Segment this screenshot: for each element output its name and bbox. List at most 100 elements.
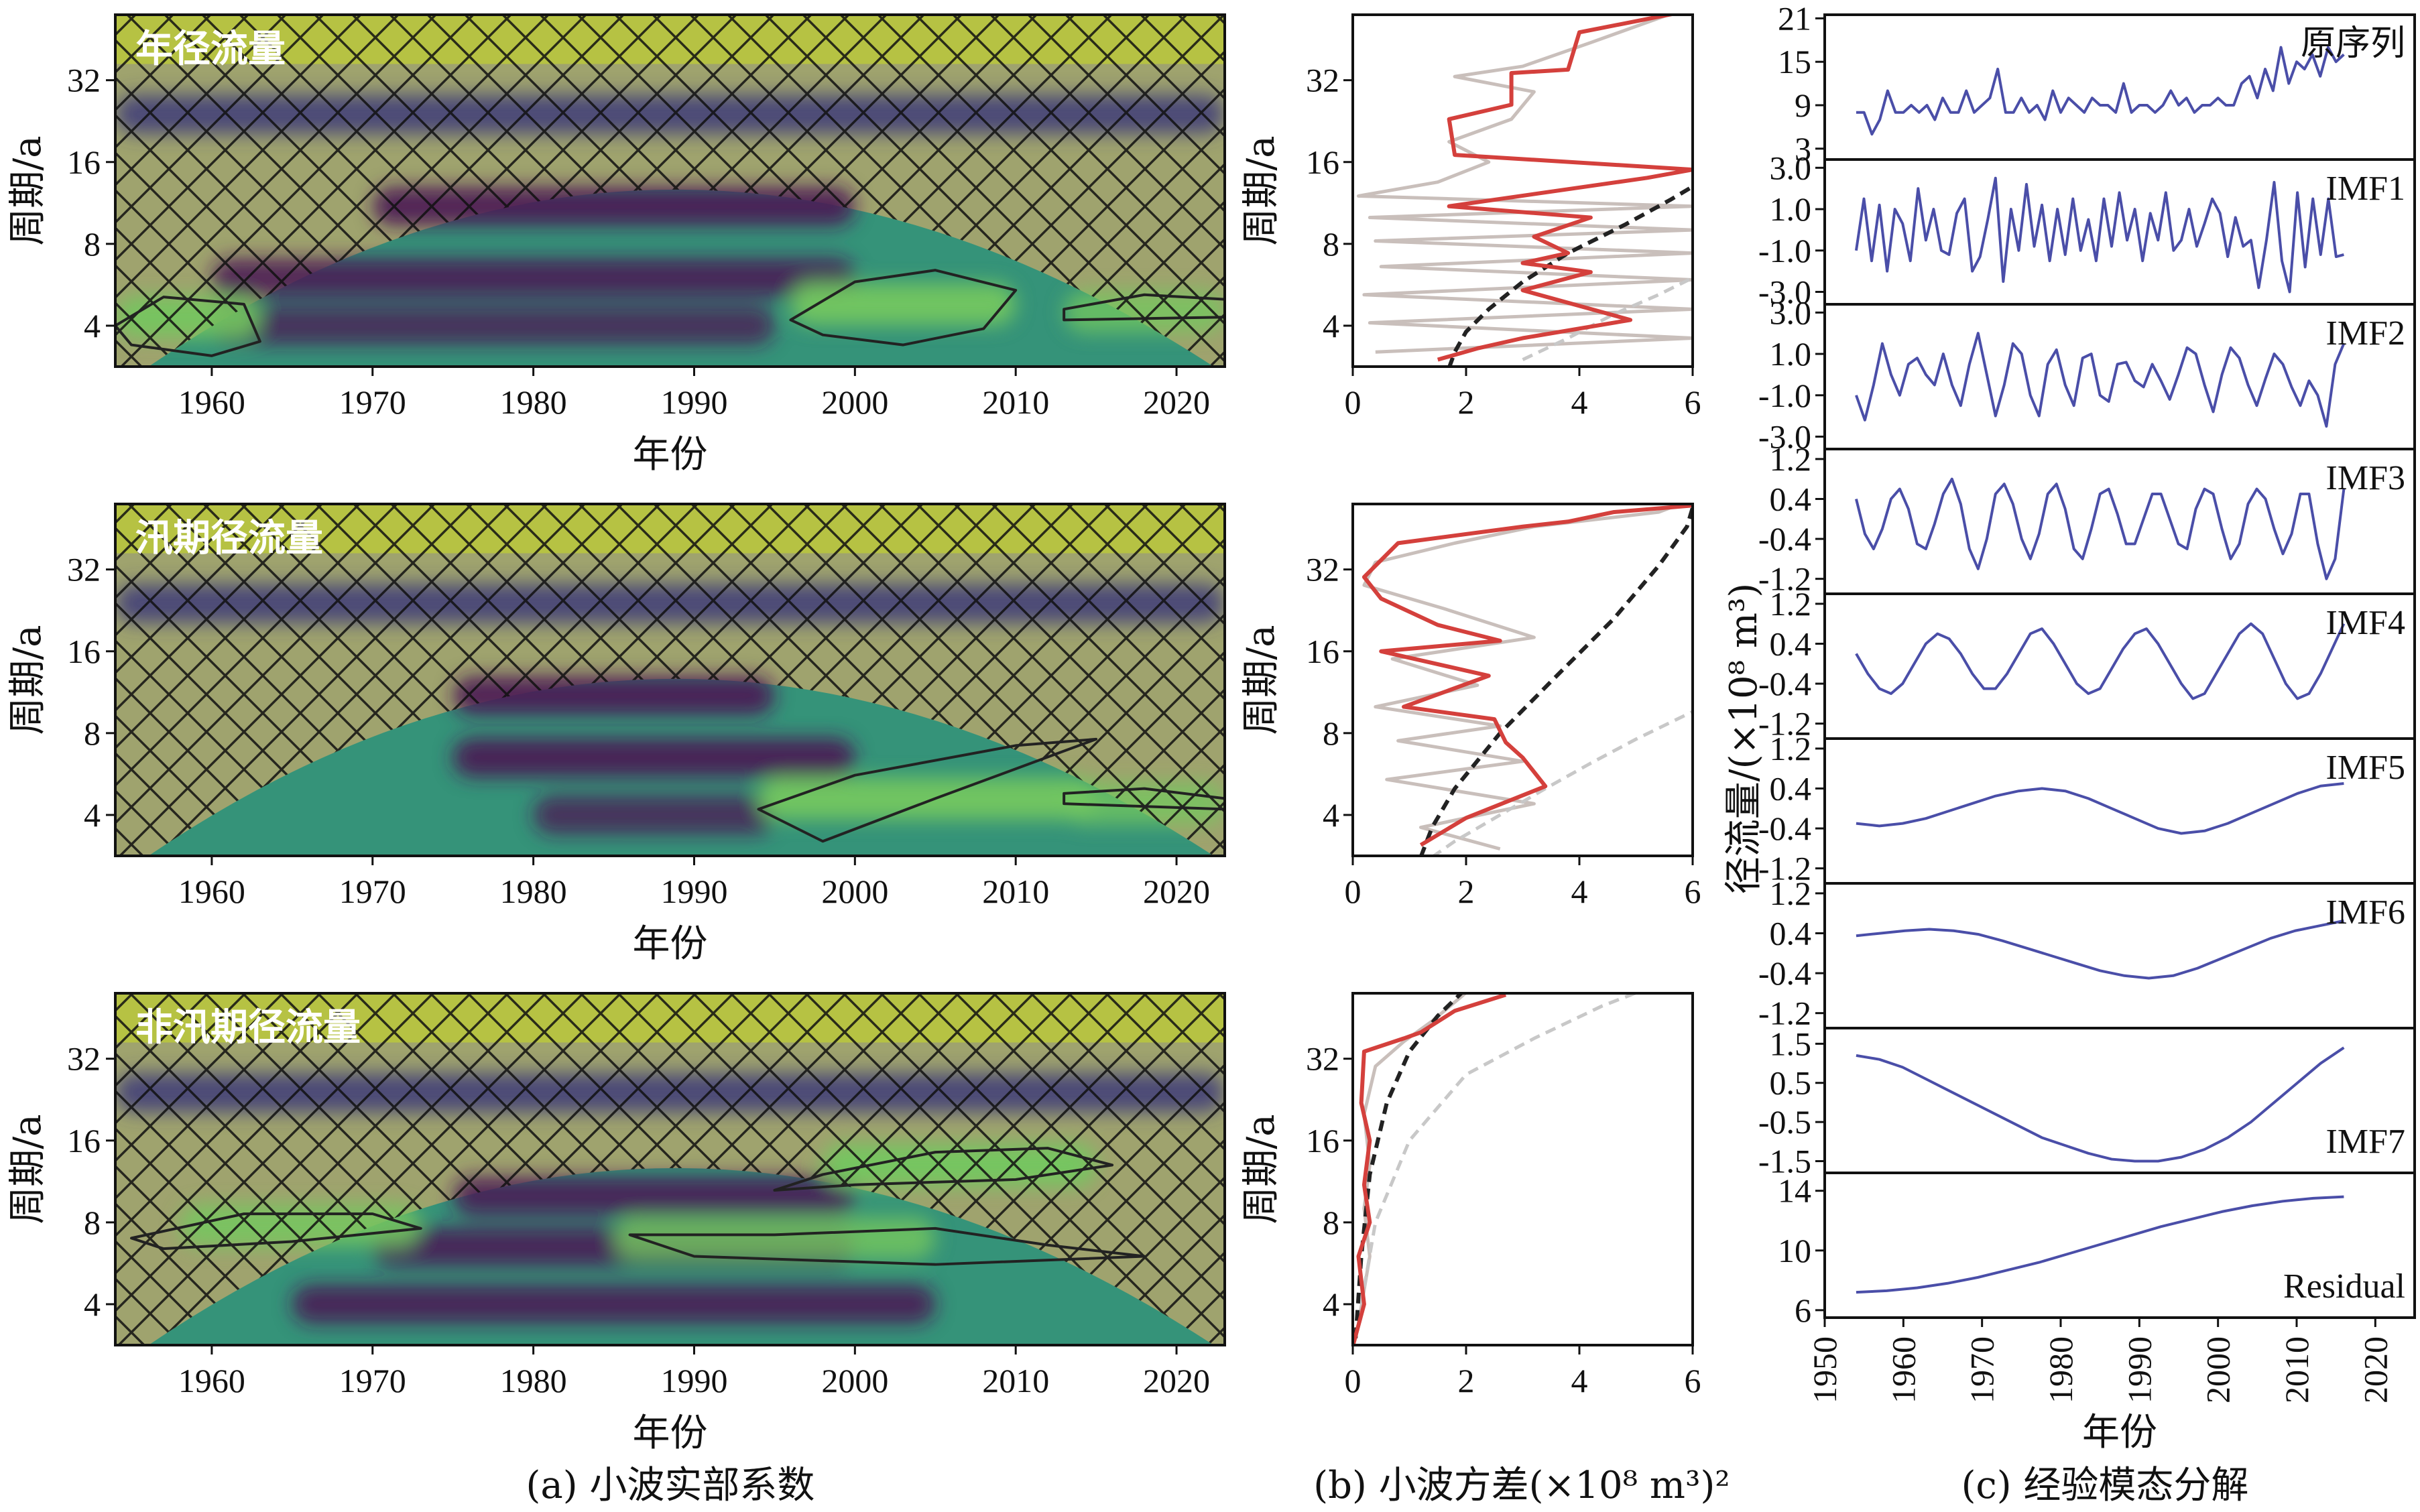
x-tick-label: 2 [1458,1362,1475,1399]
significance-contour [129,1212,422,1251]
caption-b: (b) 小波方差(×10⁸ m³)² [1313,1464,1730,1507]
caption-c: (c) 经验模态分解 [1961,1464,2249,1507]
emd-series-line [1856,46,2345,136]
emd-frame [1823,1027,2416,1174]
x-tick-label: 1980 [2042,1336,2079,1403]
x-tick-label: 2000 [2199,1336,2237,1403]
y-tick-label: 8 [1323,1204,1339,1241]
panel-title: 年径流量 [135,27,286,71]
subplot-label: IMF4 [2326,604,2405,642]
y-tick-label: 1.2 [1770,730,1812,767]
y-tick-label: 4 [1323,796,1339,834]
y-tick-label: 0.4 [1770,769,1812,807]
red_noise_low-line [1522,276,1693,361]
subplot-label: IMF2 [2326,314,2405,353]
positive-band [758,777,1097,820]
y-tick-label: 0.4 [1770,480,1812,517]
emd-frame [1823,882,2416,1029]
red_noise-line [1418,507,1693,856]
y-tick-label: 16 [1306,633,1339,670]
y-tick-label: 16 [1306,143,1339,181]
y-tick-label: 1.2 [1770,585,1812,623]
emd-frame [1823,592,2416,740]
x-axis-label: 年份 [633,922,708,966]
wavelet-frame [114,13,1226,368]
y-tick-label: 32 [1306,1040,1339,1078]
emd-subplot-imf1: 3.0 1.0 -1.0 -3.0 IMF1 [1758,149,2416,310]
y-axis-label: 径流量/(×10⁸ m³) [1722,583,1766,895]
y-tick-label: 0.4 [1770,914,1812,952]
x-tick-label: 0 [1345,383,1362,421]
variance-frame [1351,503,1694,857]
emd-subplot-residual: 14 10 6 Residual [1778,1172,2416,1329]
variance-panel-annual: 0 2 4 6 4 8 16 32 周期/a [1239,13,1701,421]
emd-subplot-imf2: 3.0 1.0 -1.0 -3.0 IMF2 [1758,294,2416,455]
y-tick-label: 4 [84,796,101,834]
y-tick-label: 32 [1306,62,1339,99]
y-tick-label: -1.5 [1758,1142,1811,1180]
variance-panel-nonflood: 0 2 4 6 4 8 16 32 周期/a [1239,992,1701,1399]
subplot-label: IMF5 [2326,749,2405,787]
y-tick-label: 0.4 [1770,625,1812,662]
significance-contour [115,296,261,357]
significance-contour [773,1147,1114,1192]
emd-series-line [1855,332,2346,428]
x-tick-label: 2020 [1143,873,1210,910]
red_noise_low-line [1359,993,1640,1305]
y-tick-label: 1.2 [1770,440,1812,478]
y-tick-label: 16 [67,633,101,670]
emd-series-line [1854,176,2344,294]
y-tick-label: -3.0 [1758,273,1811,310]
y-tick-label: 8 [1323,714,1339,752]
emd-series-line [1855,622,2346,700]
positive-band [790,283,1016,326]
emd-subplot-imf3: 1.20.4-0.4-1.2 IMF3 [1758,440,2416,598]
variance-line [1437,15,1693,362]
x-tick-label: 1960 [178,873,245,910]
y-tick-label: -0.4 [1758,520,1811,558]
subplot-label: IMF3 [2326,459,2405,497]
x-tick-label: 1970 [339,383,406,421]
subplot-label: Residual [2283,1267,2405,1306]
x-tick-label: 1990 [660,873,727,910]
y-tick-label: 16 [1306,1122,1339,1159]
variance-panel-flood: 0 2 4 6 4 8 16 32 周期/a [1239,503,1701,910]
y-tick-label: 15 [1778,43,1811,80]
negative-band [452,1176,855,1216]
variance-plot-area [1353,15,1693,367]
variance-plot-area [1353,993,1693,1345]
x-tick-label: 1970 [339,873,406,910]
y-tick-label: 8 [84,1204,101,1241]
subplot-label: IMF6 [2326,893,2405,932]
x-tick-label: 2010 [2278,1336,2315,1403]
y-tick-label: 14 [1778,1172,1811,1210]
x-tick-label: 1990 [2120,1336,2158,1403]
emd-subplot-原序列: 21 15 9 3 原序列 [1778,0,2416,168]
negative-band [533,796,775,834]
y-tick-label: -0.4 [1758,954,1811,992]
x-axis-label: 年份 [2082,1411,2157,1454]
emd-subplot-imf4: 1.20.4-0.4-1.2 IMF4 [1758,585,2416,743]
y-tick-label: 4 [1323,307,1339,344]
emd-series-line [1856,1195,2344,1294]
emd-series-line [1854,477,2346,580]
x-tick-label: 1970 [339,1362,406,1399]
y-tick-label: -0.5 [1758,1103,1811,1141]
wavelet-frame [114,503,1226,857]
y-tick-label: -0.4 [1758,810,1811,847]
variance-plot-area [1353,504,1693,856]
y-tick-label: 3.0 [1770,149,1812,186]
x-tick-label: 1980 [500,873,567,910]
y-tick-label: -1.2 [1758,995,1811,1032]
x-tick-label: 2020 [1143,1362,1210,1399]
subplot-label: IMF7 [2326,1123,2405,1161]
x-tick-label: 4 [1571,873,1588,910]
subplot-label: 原序列 [2301,25,2405,63]
y-tick-label: -1.0 [1758,232,1811,269]
x-tick-label: 4 [1571,1362,1588,1399]
significance-contour [1063,787,1225,811]
emd-frame [1823,13,2416,161]
variance-frame [1351,992,1694,1346]
variance-background [1353,993,1693,1345]
